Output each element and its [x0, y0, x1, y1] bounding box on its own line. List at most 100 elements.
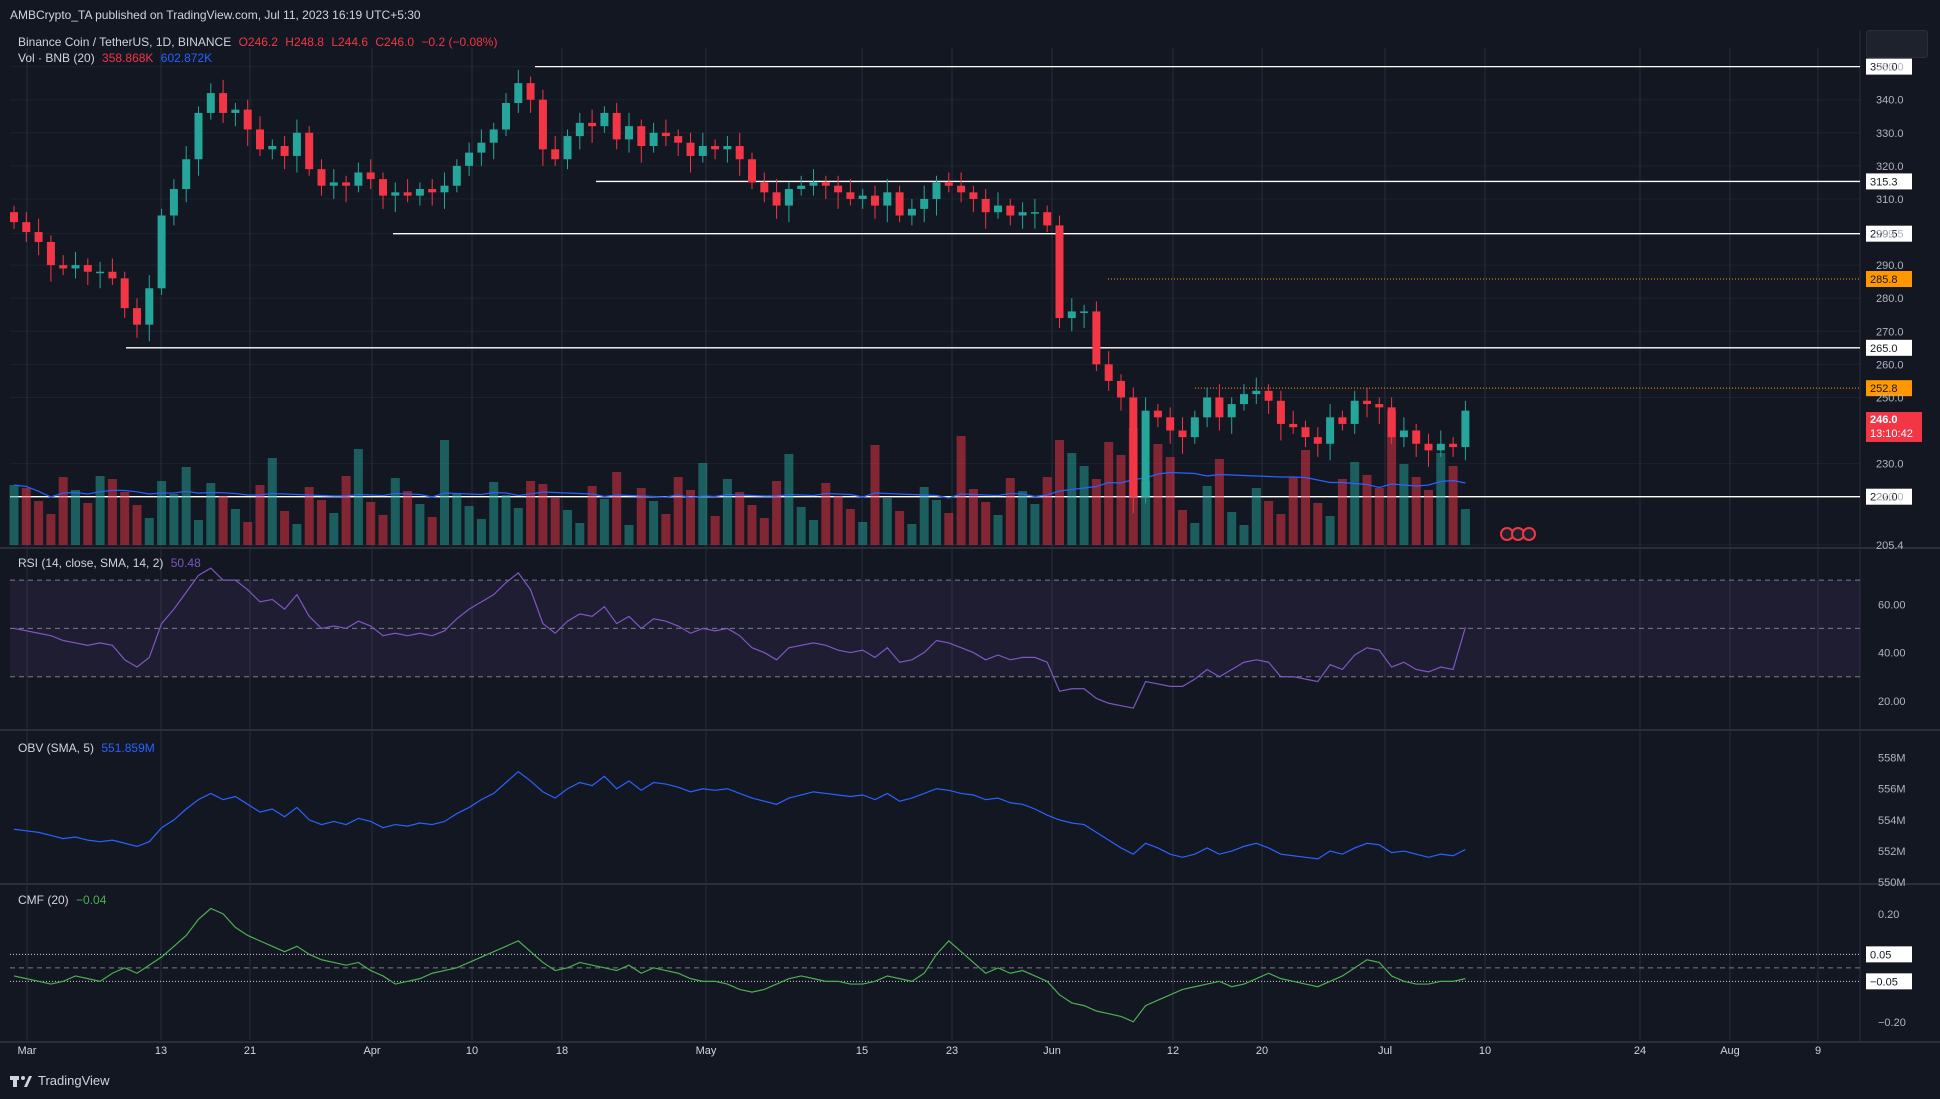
- level-tag-label: 350.0: [1870, 62, 1898, 74]
- volume-bar: [735, 492, 745, 545]
- y-tick-label: 320.0: [1876, 161, 1904, 173]
- volume-bar: [649, 501, 659, 545]
- volume-bar: [1091, 479, 1101, 545]
- candle-body: [46, 241, 55, 266]
- obv-tick-label: 554M: [1878, 815, 1906, 827]
- publisher-line: AMBCrypto_TA published on TradingView.co…: [10, 8, 421, 22]
- volume-bar: [661, 514, 671, 545]
- candle-body: [1006, 205, 1015, 216]
- volume-bar: [1276, 514, 1286, 545]
- level-tag-label: 220.0: [1870, 492, 1898, 504]
- y-tick-label: 230.0: [1876, 459, 1904, 471]
- level-tag-label: 265.0: [1870, 343, 1898, 355]
- volume-bar: [858, 522, 868, 545]
- volume-bars: [9, 411, 1470, 545]
- x-tick-label: 12: [1167, 1045, 1179, 1057]
- symbol-legend[interactable]: Binance Coin / TetherUS, 1D, BINANCE O24…: [18, 35, 501, 49]
- rsi-legend[interactable]: RSI (14, close, SMA, 14, 2) 50.48: [18, 556, 205, 570]
- volume-bar: [1005, 478, 1015, 545]
- candle-body: [256, 129, 264, 150]
- candle-body: [551, 149, 560, 160]
- candle-body: [575, 122, 584, 137]
- obv-line: [13, 770, 1466, 860]
- volume-bar: [1325, 516, 1335, 545]
- candle-body: [1326, 417, 1335, 444]
- volume-bar: [956, 436, 966, 545]
- y-tick-label: 280.0: [1876, 293, 1904, 305]
- candle-body: [219, 93, 228, 113]
- candle-body: [1424, 443, 1433, 451]
- volume-bar: [267, 458, 277, 545]
- cmf-legend[interactable]: CMF (20) −0.04: [18, 893, 110, 907]
- y-tick-label: 260.0: [1876, 359, 1904, 371]
- volume-legend[interactable]: Vol · BNB (20) 358.868K 602.872K: [18, 51, 216, 65]
- candle-body: [809, 182, 818, 186]
- obv-legend[interactable]: OBV (SMA, 5) 551.859M: [18, 741, 159, 755]
- candle-body: [1117, 380, 1125, 398]
- bar-countdown: 13:10:42: [1870, 428, 1913, 440]
- volume-bar: [34, 501, 44, 545]
- volume-bar: [157, 481, 167, 545]
- candle-body: [280, 146, 289, 156]
- candle-body: [465, 152, 474, 166]
- level-tag-label: 299.5: [1870, 229, 1898, 241]
- candle-body: [871, 195, 879, 206]
- candle-body: [34, 232, 43, 242]
- candle-body: [1018, 212, 1027, 216]
- volume-bar: [1030, 504, 1040, 545]
- cmf-line: [13, 907, 1466, 1023]
- ohlc-change: −0.2 (−0.08%): [421, 35, 498, 49]
- scale-settings-button[interactable]: [1866, 30, 1928, 58]
- candle-body: [182, 159, 191, 190]
- volume-bar: [919, 487, 929, 545]
- candle-body: [194, 112, 203, 160]
- cmf-level-tag-label: −0.05: [1870, 976, 1898, 988]
- candle-body: [784, 189, 793, 206]
- volume-bar: [1079, 466, 1089, 545]
- time-axis: Mar 13 21 Apr 10 18 May 15 23 Jun 12 20 Jul 10 24 Aug 9: [18, 1045, 1822, 1057]
- y-tick-label: 290.0: [1876, 260, 1904, 272]
- cmf-level-tag: [1866, 946, 1912, 963]
- volume-bar: [489, 482, 499, 545]
- obv-tick-label: 558M: [1878, 753, 1906, 765]
- volume-bar: [1411, 477, 1421, 545]
- candle-body: [403, 192, 412, 196]
- candle-body: [379, 179, 387, 196]
- level-tag: [1866, 58, 1912, 75]
- candle-body: [1055, 225, 1064, 319]
- volume-bar: [907, 524, 917, 545]
- volume-bar: [513, 508, 523, 545]
- candle-body: [686, 142, 695, 156]
- candle-body: [944, 182, 953, 186]
- volume-bar: [1436, 453, 1446, 545]
- candle-body: [428, 189, 437, 193]
- volume-bar: [120, 492, 130, 545]
- candle-body: [22, 222, 31, 233]
- cmf-tick-label: −0.20: [1878, 1017, 1906, 1029]
- candle-body: [821, 182, 830, 186]
- volume-bar: [1227, 512, 1237, 545]
- candle-body: [317, 169, 326, 186]
- candle-body: [71, 265, 80, 269]
- tradingview-brand[interactable]: TradingView: [10, 1073, 110, 1088]
- volume-bar: [58, 477, 68, 545]
- volume-bar: [1067, 453, 1077, 545]
- candle-body: [846, 192, 855, 199]
- volume-bar: [366, 502, 376, 545]
- volume-bar: [722, 479, 732, 545]
- level-tag: [1866, 488, 1912, 505]
- candle-body: [772, 192, 781, 206]
- last-price-value: 246.0: [1870, 414, 1898, 426]
- candle-body: [1043, 212, 1052, 226]
- volume-bar: [698, 463, 708, 545]
- cmf-value: −0.04: [76, 893, 107, 907]
- x-tick-label: Jul: [1378, 1045, 1392, 1057]
- volume-bar: [784, 454, 794, 545]
- candle-body: [834, 185, 843, 193]
- volume-bar: [292, 524, 302, 545]
- candle-body: [760, 182, 769, 193]
- rsi-tick-label: 20.00: [1878, 696, 1906, 708]
- candle-body: [108, 271, 117, 279]
- candle-body: [1363, 400, 1371, 405]
